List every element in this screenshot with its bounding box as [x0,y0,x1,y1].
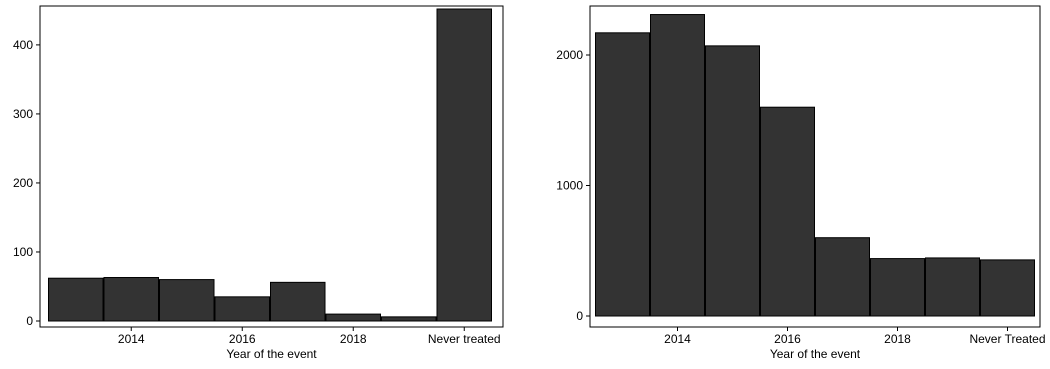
plot-frame [589,5,1041,328]
bar-2015 [705,45,760,317]
bar-2013 [48,277,104,322]
x-tick-label: 2014 [118,332,145,346]
bar-never-treated [980,259,1035,317]
bar-2015 [159,279,215,322]
x-tick-label: Never treated [428,332,501,346]
y-tick-label: 300 [13,107,33,121]
bar-2014 [103,277,159,322]
x-tick-label: 2016 [774,332,801,346]
bar-2019 [925,257,980,317]
bar-2018 [870,258,925,317]
y-tick-label: 200 [13,176,33,190]
bar-2017 [270,281,326,322]
x-tick-label: 2018 [340,332,367,346]
plot-frame [39,5,504,328]
y-tick-label: 2000 [556,48,583,62]
x-tick-label: 2014 [664,332,691,346]
bar-2013 [595,32,650,317]
chart-panel-1: 0 100 200 300 400 2014 2016 2018 Never treated Ye… [13,5,504,361]
y-tick-label: 0 [26,314,33,328]
bar-never-treated [436,8,492,322]
y-tick-label: 0 [576,309,583,323]
x-tick-label: Never Treated [969,332,1045,346]
bar-2018 [325,313,381,322]
bar-2016 [214,296,270,322]
y-tick-label: 400 [13,38,33,52]
y-tick-label: 1000 [556,179,583,193]
y-tick-label: 100 [13,245,33,259]
x-tick-label: 2018 [884,332,911,346]
x-axis-label: Year of the event [770,347,861,361]
bar-2014 [650,14,705,317]
x-tick-label: 2016 [229,332,256,346]
bar-2017 [815,237,870,317]
bar-2016 [760,106,815,317]
bar-2019 [381,316,437,322]
chart-panel-2: 0 1000 2000 2014 2016 2018 Never Treated Year o… [556,5,1046,361]
x-axis-label: Year of the event [226,347,317,361]
